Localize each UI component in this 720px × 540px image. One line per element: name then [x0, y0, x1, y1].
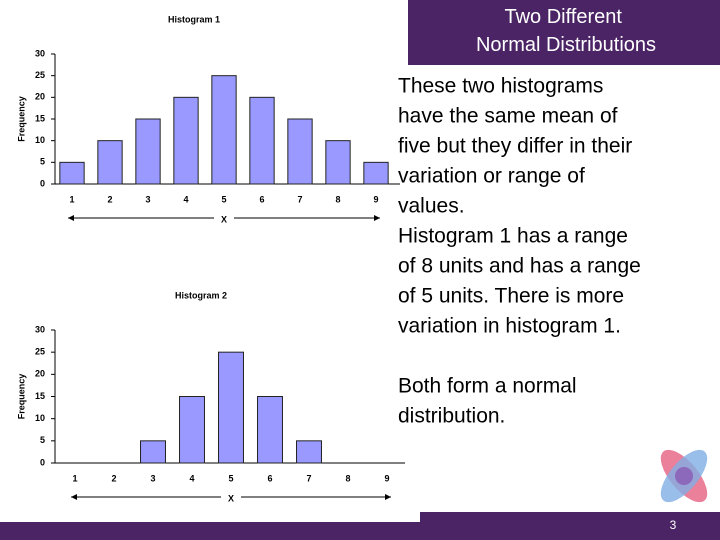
y-tick-label: 25 — [35, 347, 45, 357]
x-tick-label: 1 — [72, 473, 77, 483]
slide-title: Two Different Normal Distributions — [476, 6, 656, 56]
x-tick-label: 6 — [267, 473, 272, 483]
x-tick-label: 9 — [384, 473, 389, 483]
body-text: have the same mean of — [398, 105, 618, 128]
arrow-head — [374, 215, 380, 221]
body-text: Both form a normal — [398, 375, 577, 398]
body-text: distribution. — [398, 405, 505, 428]
body-text: of 5 units. There is more — [398, 285, 624, 308]
bar — [249, 96, 275, 185]
arrow-head — [385, 494, 391, 500]
bar — [218, 351, 244, 464]
y-tick-label: 30 — [35, 48, 45, 58]
bar — [257, 396, 283, 464]
y-tick-label: 0 — [40, 178, 45, 188]
y-tick-label: 5 — [40, 435, 45, 445]
bar — [135, 118, 161, 185]
logo — [660, 449, 708, 503]
body-text: variation in histogram 1. — [398, 315, 621, 338]
y-tick-label: 25 — [35, 70, 45, 80]
x-tick-label: 5 — [228, 473, 233, 483]
bar — [363, 161, 389, 185]
x-tick-label: 6 — [259, 194, 264, 204]
bar — [173, 96, 199, 185]
body-text: of 8 units and has a range — [398, 255, 641, 278]
page-number: 3 — [670, 518, 677, 532]
y-tick-label: 5 — [40, 157, 45, 167]
bar — [59, 161, 85, 185]
x-axis-label: X — [221, 214, 227, 224]
body-text: five but they differ in their — [398, 135, 632, 158]
y-tick-label: 20 — [35, 369, 45, 379]
bar — [325, 140, 351, 185]
x-tick-label: 1 — [69, 194, 74, 204]
bar — [211, 75, 237, 185]
bar — [179, 396, 205, 464]
chart-title: Histogram 2 — [175, 290, 227, 300]
x-tick-label: 8 — [335, 194, 340, 204]
x-tick-label: 4 — [183, 194, 188, 204]
x-tick-label: 7 — [297, 194, 302, 204]
x-tick-label: 9 — [373, 194, 378, 204]
x-tick-label: 3 — [150, 473, 155, 483]
y-tick-label: 10 — [35, 413, 45, 423]
bar — [296, 440, 322, 464]
y-tick-label: 15 — [35, 113, 45, 123]
chart-title: Histogram 1 — [168, 14, 220, 24]
y-tick-label: 10 — [35, 135, 45, 145]
x-tick-label: 8 — [345, 473, 350, 483]
body-text: These two histograms — [398, 75, 603, 98]
x-tick-label: 5 — [221, 194, 226, 204]
x-tick-label: 3 — [145, 194, 150, 204]
bar — [140, 440, 166, 464]
bar — [287, 118, 313, 185]
body-text: values. — [398, 195, 465, 218]
x-axis-label: X — [228, 493, 234, 503]
x-tick-label: 4 — [189, 473, 194, 483]
y-tick-label: 20 — [35, 92, 45, 102]
arrow-head — [68, 215, 74, 221]
x-tick-label: 7 — [306, 473, 311, 483]
body-text: Histogram 1 has a range — [398, 225, 628, 248]
y-tick-label: 0 — [40, 457, 45, 467]
x-tick-label: 2 — [107, 194, 112, 204]
y-axis-label: Frequency — [16, 374, 26, 420]
body-text: variation or range of — [398, 165, 585, 188]
y-tick-label: 15 — [35, 391, 45, 401]
y-axis-label: Frequency — [16, 96, 26, 142]
title-box — [408, 0, 720, 65]
y-tick-label: 30 — [35, 324, 45, 334]
arrow-head — [71, 494, 77, 500]
footer-bar — [420, 512, 720, 540]
bar — [97, 140, 123, 185]
x-tick-label: 2 — [111, 473, 116, 483]
